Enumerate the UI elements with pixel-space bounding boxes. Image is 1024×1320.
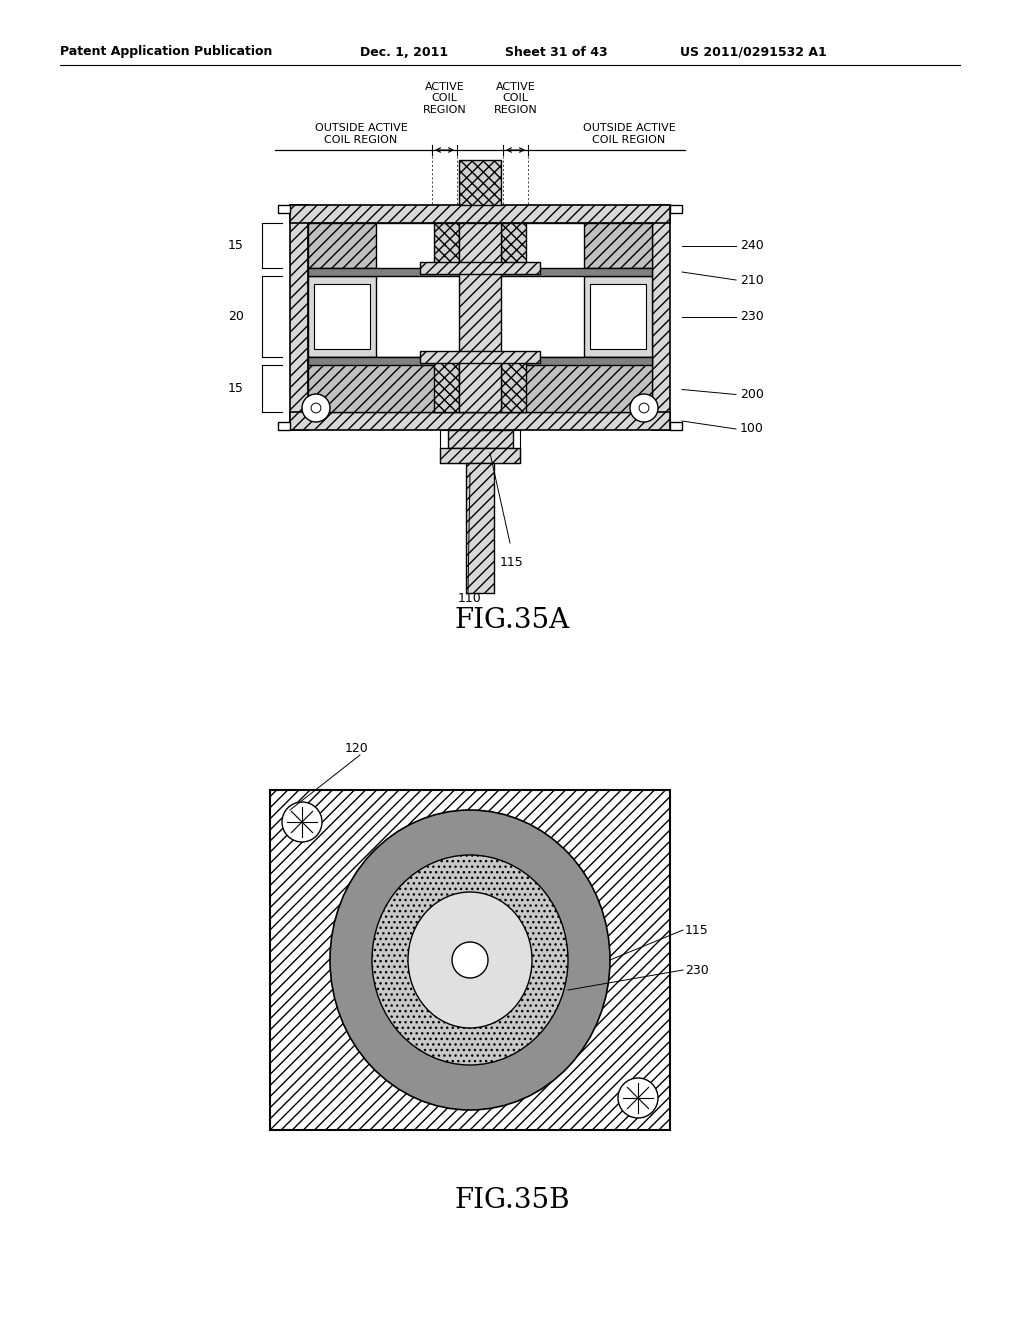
Text: ACTIVE
COIL
REGION: ACTIVE COIL REGION — [494, 82, 538, 115]
Bar — [308, 356, 652, 366]
Bar — [584, 276, 652, 356]
Bar — [449, 430, 513, 447]
Text: Sheet 31 of 43: Sheet 31 of 43 — [505, 45, 607, 58]
Text: FIG.35A: FIG.35A — [455, 606, 569, 634]
Bar — [270, 789, 670, 1130]
Bar — [440, 447, 520, 463]
Circle shape — [282, 803, 322, 842]
Ellipse shape — [408, 892, 532, 1028]
Text: 200: 200 — [740, 388, 764, 401]
Text: 15: 15 — [228, 381, 244, 395]
Text: 115: 115 — [500, 557, 523, 569]
Bar — [670, 205, 682, 213]
Text: 115: 115 — [685, 924, 709, 936]
Bar — [290, 205, 670, 223]
Ellipse shape — [452, 942, 488, 978]
Bar — [501, 356, 526, 412]
Circle shape — [630, 393, 658, 422]
Text: 210: 210 — [740, 273, 764, 286]
Bar — [278, 205, 290, 213]
Bar — [308, 223, 652, 412]
Bar — [434, 356, 459, 412]
Text: 15: 15 — [228, 239, 244, 252]
Ellipse shape — [330, 810, 610, 1110]
Bar — [590, 284, 646, 348]
Text: Dec. 1, 2011: Dec. 1, 2011 — [360, 45, 449, 58]
Bar — [308, 223, 376, 268]
Bar — [459, 160, 501, 205]
Circle shape — [618, 1078, 658, 1118]
Text: 240: 240 — [740, 239, 764, 252]
Circle shape — [302, 393, 330, 422]
Bar — [290, 412, 670, 430]
Bar — [314, 284, 370, 348]
Bar — [440, 430, 520, 463]
Text: ACTIVE
COIL
REGION: ACTIVE COIL REGION — [423, 82, 466, 115]
Bar — [308, 276, 376, 356]
Bar — [670, 422, 682, 430]
Text: US 2011/0291532 A1: US 2011/0291532 A1 — [680, 45, 826, 58]
Text: OUTSIDE ACTIVE
COIL REGION: OUTSIDE ACTIVE COIL REGION — [314, 123, 408, 145]
Bar — [466, 463, 494, 593]
Text: FIG.35B: FIG.35B — [455, 1187, 569, 1213]
Bar — [290, 205, 308, 430]
Ellipse shape — [372, 855, 568, 1065]
Text: 230: 230 — [740, 310, 764, 323]
Bar — [434, 223, 459, 268]
Bar — [584, 223, 652, 268]
Bar — [308, 356, 652, 412]
Text: 110: 110 — [458, 591, 481, 605]
Text: 120: 120 — [345, 742, 369, 755]
Bar — [420, 351, 540, 363]
Bar — [308, 268, 652, 276]
Bar — [278, 422, 290, 430]
Circle shape — [639, 403, 649, 413]
Text: 230: 230 — [685, 964, 709, 977]
Bar — [501, 223, 526, 268]
Text: Patent Application Publication: Patent Application Publication — [60, 45, 272, 58]
Text: 100: 100 — [740, 422, 764, 436]
Text: 20: 20 — [228, 310, 244, 323]
Bar — [420, 261, 540, 275]
Circle shape — [311, 403, 321, 413]
Bar — [652, 205, 670, 430]
Bar — [459, 223, 501, 412]
Text: OUTSIDE ACTIVE
COIL REGION: OUTSIDE ACTIVE COIL REGION — [583, 123, 676, 145]
